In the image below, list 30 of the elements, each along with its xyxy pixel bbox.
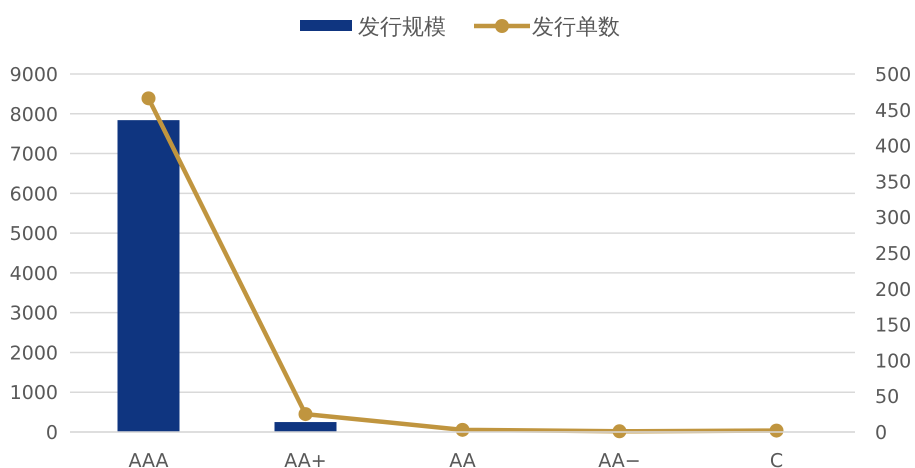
y2-tick-label: 200 [875, 278, 912, 301]
x-tick-label: AAA [128, 450, 169, 468]
x-tick-label: AA+ [284, 450, 327, 468]
y2-tick-label: 0 [875, 422, 888, 444]
legend-label: 发行单数 [532, 15, 620, 40]
y2-tick-label: 350 [875, 171, 912, 194]
y-tick-label: 5000 [10, 223, 58, 246]
y2-tick-label: 500 [875, 64, 912, 86]
y-tick-label: 0 [46, 422, 58, 444]
y-tick-label: 9000 [10, 64, 58, 86]
y2-tick-label: 50 [875, 386, 900, 408]
x-tick-label: AA− [598, 450, 641, 468]
y2-tick-label: 150 [875, 314, 912, 337]
y2-tick-label: 400 [875, 136, 912, 158]
point [298, 407, 312, 422]
y-tick-label: 4000 [10, 262, 58, 285]
y-tick-label: 7000 [10, 144, 58, 166]
y2-tick-label: 450 [875, 100, 912, 122]
y-tick-label: 6000 [10, 183, 58, 206]
y-tick-label: 2000 [10, 342, 58, 364]
legend-label: 发行规模 [358, 15, 446, 40]
x-tick-label: AA [449, 450, 476, 468]
y-tick-label: 8000 [10, 104, 58, 126]
y2-tick-label: 250 [875, 243, 912, 265]
y-tick-label: 3000 [10, 302, 58, 325]
point [142, 91, 156, 106]
y-tick-label: 1000 [10, 382, 58, 404]
x-tick-label: C [770, 450, 784, 468]
y2-tick-label: 100 [875, 350, 912, 372]
y2-tick-label: 300 [875, 207, 912, 230]
